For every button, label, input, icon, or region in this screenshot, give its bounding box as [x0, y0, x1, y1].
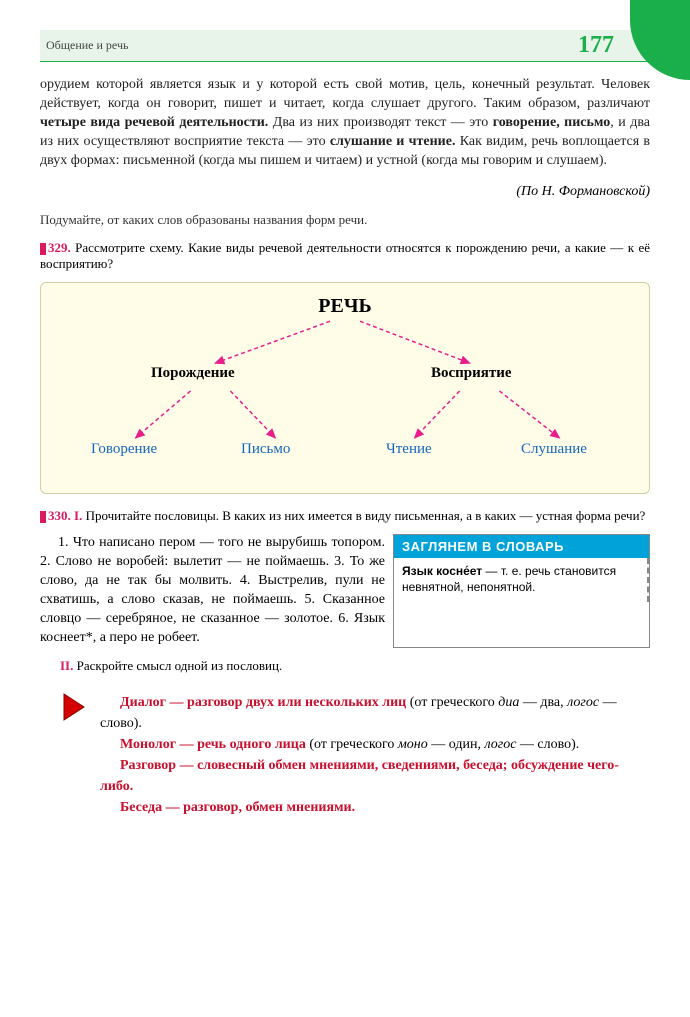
think-prompt: Подумайте, от каких слов образованы назв… — [40, 212, 650, 228]
ex330-text2: Раскройте смысл одной из пословиц. — [73, 658, 282, 673]
exercise-number: 329. — [48, 240, 71, 255]
dictionary-box: ЗАГЛЯНЕМ В СЛОВАРЬ Язык косне́ет — т. е.… — [393, 534, 650, 647]
intro-text-c: Два из них производят текст — это — [268, 115, 492, 130]
proverbs-text: 1. Что написано пером — того не вырубишь… — [40, 534, 385, 647]
diagram-root: РЕЧЬ — [41, 295, 649, 318]
exercise-329: 329. Рассмотрите схему. Какие виды речев… — [40, 240, 650, 272]
term-dialog: Диалог — разговор двух или нескольких ли… — [120, 695, 406, 710]
ex330-text1: Прочитайте пословицы. В каких из них име… — [82, 508, 645, 523]
d1a: (от греческого — [406, 695, 498, 710]
exercise-330: 330. I. Прочитайте пословицы. В каких из… — [40, 508, 650, 524]
d2d: логос — [484, 737, 516, 752]
diagram-node-perception: Восприятие — [431, 365, 512, 382]
d2a: (от греческого — [306, 737, 398, 752]
d2b: моно — [398, 737, 428, 752]
d2e: — слово). — [516, 737, 579, 752]
d1d: логос — [567, 695, 599, 710]
intro-bold-3: слушание и чтение. — [330, 134, 456, 149]
d1c: — два, — [519, 695, 567, 710]
exercise-number-330: 330. — [48, 508, 71, 523]
exercise-330-part2: II. Раскройте смысл одной из пословиц. — [40, 658, 650, 674]
term-razgovor: Разговор — словесный обмен мнениями, све… — [100, 758, 619, 794]
diagram-leaf-writing: Письмо — [241, 441, 290, 458]
intro-bold-1: четыре вида речевой деятельности. — [40, 115, 268, 130]
corner-decoration — [630, 0, 690, 80]
triangle-marker-icon — [60, 692, 90, 722]
term-beseda: Беседа — разговор, обмен мнениями. — [120, 800, 355, 815]
exercise-329-text: Рассмотрите схему. Какие виды речевой де… — [40, 240, 650, 271]
diagram-node-generation: Порождение — [151, 365, 235, 382]
definitions-block: Диалог — разговор двух или нескольких ли… — [40, 692, 650, 818]
attribution: (По Н. Формановской) — [40, 184, 650, 200]
def-dialog: Диалог — разговор двух или нескольких ли… — [100, 692, 650, 734]
exercise-marker-icon — [40, 511, 46, 523]
dictionary-body: Язык косне́ет — т. е. речь становится не… — [394, 558, 649, 601]
proverbs-and-dict: 1. Что написано пером — того не вырубишь… — [40, 534, 650, 647]
speech-diagram: РЕЧЬ Порождение Восприятие Говорение Пис… — [40, 282, 650, 494]
dictionary-header: ЗАГЛЯНЕМ В СЛОВАРЬ — [394, 535, 649, 558]
textbook-page: Общение и речь 177 орудием которой являе… — [0, 0, 690, 848]
def-razgovor: Разговор — словесный обмен мнениями, све… — [100, 755, 650, 797]
page-header: Общение и речь 177 — [40, 30, 650, 62]
d2c: — один, — [428, 737, 485, 752]
intro-paragraph: орудием которой является язык и у которо… — [40, 76, 650, 170]
def-monolog: Монолог — речь одного лица (от греческог… — [100, 734, 650, 755]
chapter-title: Общение и речь — [46, 38, 128, 53]
intro-text-a: орудием которой является язык и у которо… — [40, 77, 650, 111]
d1b: диа — [498, 695, 519, 710]
diagram-leaf-speaking: Говорение — [91, 441, 157, 458]
def-beseda: Беседа — разговор, обмен мнениями. — [100, 797, 650, 818]
dict-term: Язык косне́ет — [402, 564, 482, 578]
intro-bold-2: говорение, письмо — [493, 115, 611, 130]
roman-two: II. — [60, 658, 73, 673]
term-monolog: Монолог — речь одного лица — [120, 737, 306, 752]
exercise-marker-icon — [40, 243, 46, 255]
diagram-leaf-listening: Слушание — [521, 441, 587, 458]
diagram-leaf-reading: Чтение — [386, 441, 432, 458]
